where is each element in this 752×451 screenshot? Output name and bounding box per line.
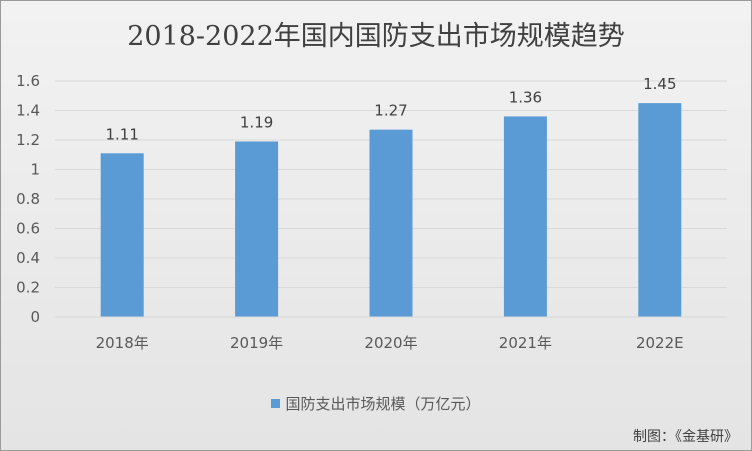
x-tick-label: 2020年 <box>364 334 417 352</box>
bar <box>100 153 144 317</box>
y-tick-label: 1.6 <box>16 72 40 90</box>
legend-swatch <box>271 399 281 408</box>
data-label: 1.11 <box>105 125 138 143</box>
y-tick-label: 1.2 <box>16 131 40 149</box>
x-tick-label: 2021年 <box>499 334 552 352</box>
y-tick-label: 0.8 <box>16 190 40 208</box>
bar <box>235 141 279 317</box>
bar <box>638 103 682 317</box>
data-label: 1.27 <box>374 102 407 120</box>
legend: 国防支出市场规模（万亿元） <box>0 393 752 414</box>
x-tick-label: 2019年 <box>230 334 283 352</box>
source-note: 制图：《金基研》 <box>633 429 738 445</box>
chart-title: 2018-2022年国内国防支出市场规模趋势 <box>127 21 625 52</box>
x-tick-label: 2018年 <box>96 334 149 352</box>
y-tick-label: 0.4 <box>16 249 40 267</box>
bar <box>503 116 547 318</box>
x-tick-label: 2022E <box>636 334 684 352</box>
data-label: 1.19 <box>240 113 273 131</box>
y-tick-label: 0.6 <box>16 220 40 238</box>
bar <box>369 129 413 317</box>
y-tick-label: 1.4 <box>16 102 40 120</box>
y-tick-label: 0 <box>30 308 40 326</box>
legend-label: 国防支出市场规模（万亿元） <box>285 395 481 413</box>
y-tick-label: 0.2 <box>16 279 40 297</box>
data-label: 1.36 <box>509 88 542 106</box>
y-tick-label: 1 <box>30 161 40 179</box>
data-label: 1.45 <box>643 75 676 93</box>
